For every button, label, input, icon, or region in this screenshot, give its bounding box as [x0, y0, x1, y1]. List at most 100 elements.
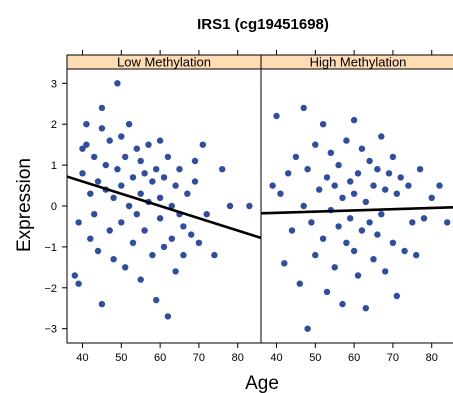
data-point: [83, 141, 90, 148]
y-tick-label: −2: [44, 283, 57, 295]
data-point: [125, 121, 133, 128]
data-point: [382, 268, 389, 275]
y-tick-label: 1: [51, 160, 57, 172]
data-point: [288, 227, 296, 234]
data-point: [172, 268, 179, 275]
data-point: [191, 157, 199, 165]
data-point: [246, 202, 253, 210]
data-point: [393, 292, 400, 300]
data-point: [87, 190, 94, 197]
x-tick-label: 60: [154, 352, 166, 364]
data-point: [304, 325, 311, 332]
data-point: [118, 133, 125, 140]
x-tick-label: 70: [387, 352, 399, 364]
data-point: [378, 133, 385, 140]
data-point: [91, 211, 98, 218]
data-point: [292, 153, 300, 161]
data-point: [164, 313, 172, 320]
data-point: [319, 121, 327, 128]
data-point: [378, 211, 385, 218]
data-point: [141, 170, 148, 177]
data-point: [354, 272, 362, 279]
data-point: [133, 211, 140, 218]
data-points: [71, 80, 253, 320]
data-point: [319, 235, 327, 242]
data-point: [362, 198, 369, 206]
y-tick-label: −3: [44, 324, 57, 336]
data-point: [102, 161, 110, 169]
data-point: [118, 219, 125, 226]
data-point: [385, 170, 393, 177]
data-point: [98, 104, 106, 112]
data-point: [94, 247, 102, 255]
data-point: [420, 215, 428, 222]
y-tick-label: −1: [44, 242, 57, 254]
x-tick-label: 40: [76, 352, 88, 364]
data-point: [149, 178, 156, 185]
data-point: [114, 166, 121, 173]
data-point: [354, 170, 362, 177]
data-point: [428, 194, 435, 201]
data-point: [106, 137, 113, 144]
data-point: [98, 300, 106, 308]
data-point: [405, 182, 412, 189]
data-point: [141, 227, 148, 234]
data-point: [312, 141, 319, 148]
data-point: [401, 247, 408, 255]
data-point: [125, 202, 133, 210]
data-point: [153, 296, 160, 304]
data-point: [180, 251, 187, 259]
data-point: [389, 153, 397, 161]
x-tick-label: 50: [309, 352, 321, 364]
data-point: [191, 178, 199, 185]
x-tick-label: 70: [193, 352, 205, 364]
data-point: [188, 231, 195, 238]
data-point: [300, 104, 307, 112]
data-point: [106, 227, 113, 234]
data-point: [133, 145, 140, 152]
data-point: [350, 116, 358, 124]
data-point: [114, 80, 121, 87]
data-point: [156, 194, 164, 201]
x-tick-label: 40: [270, 352, 282, 364]
data-point: [87, 235, 94, 242]
data-point: [323, 288, 331, 296]
data-point: [118, 182, 125, 189]
panel-frame: [260, 68, 453, 344]
data-point: [382, 186, 389, 193]
data-point: [335, 161, 342, 169]
data-point: [389, 239, 397, 246]
data-point: [156, 215, 164, 222]
data-point: [350, 247, 358, 255]
x-tick-label: 50: [115, 352, 127, 364]
data-point: [413, 251, 420, 259]
data-point: [312, 251, 319, 259]
data-point: [83, 121, 90, 128]
data-point: [211, 251, 218, 259]
data-point: [331, 182, 338, 189]
data-point: [153, 166, 160, 173]
data-point: [160, 243, 168, 251]
data-point: [94, 178, 102, 185]
data-point: [370, 256, 377, 263]
y-axis-title: Expression: [14, 158, 35, 252]
data-point: [176, 166, 183, 173]
data-point: [316, 186, 323, 193]
data-point: [300, 202, 307, 210]
data-point: [366, 219, 373, 226]
data-point: [122, 264, 129, 271]
data-point: [75, 280, 82, 287]
y-tick-label: 2: [51, 119, 57, 131]
y-axis: −3 −2 −1 0 1 2 3: [44, 78, 67, 336]
data-point: [110, 194, 117, 201]
fit-line: [260, 205, 453, 215]
data-point: [269, 182, 276, 189]
data-point: [339, 194, 346, 201]
data-point: [184, 190, 191, 197]
data-point: [168, 202, 175, 210]
data-point: [172, 182, 179, 189]
data-point: [327, 149, 334, 156]
data-point: [91, 153, 98, 161]
data-point: [409, 219, 416, 226]
data-point: [362, 305, 369, 312]
